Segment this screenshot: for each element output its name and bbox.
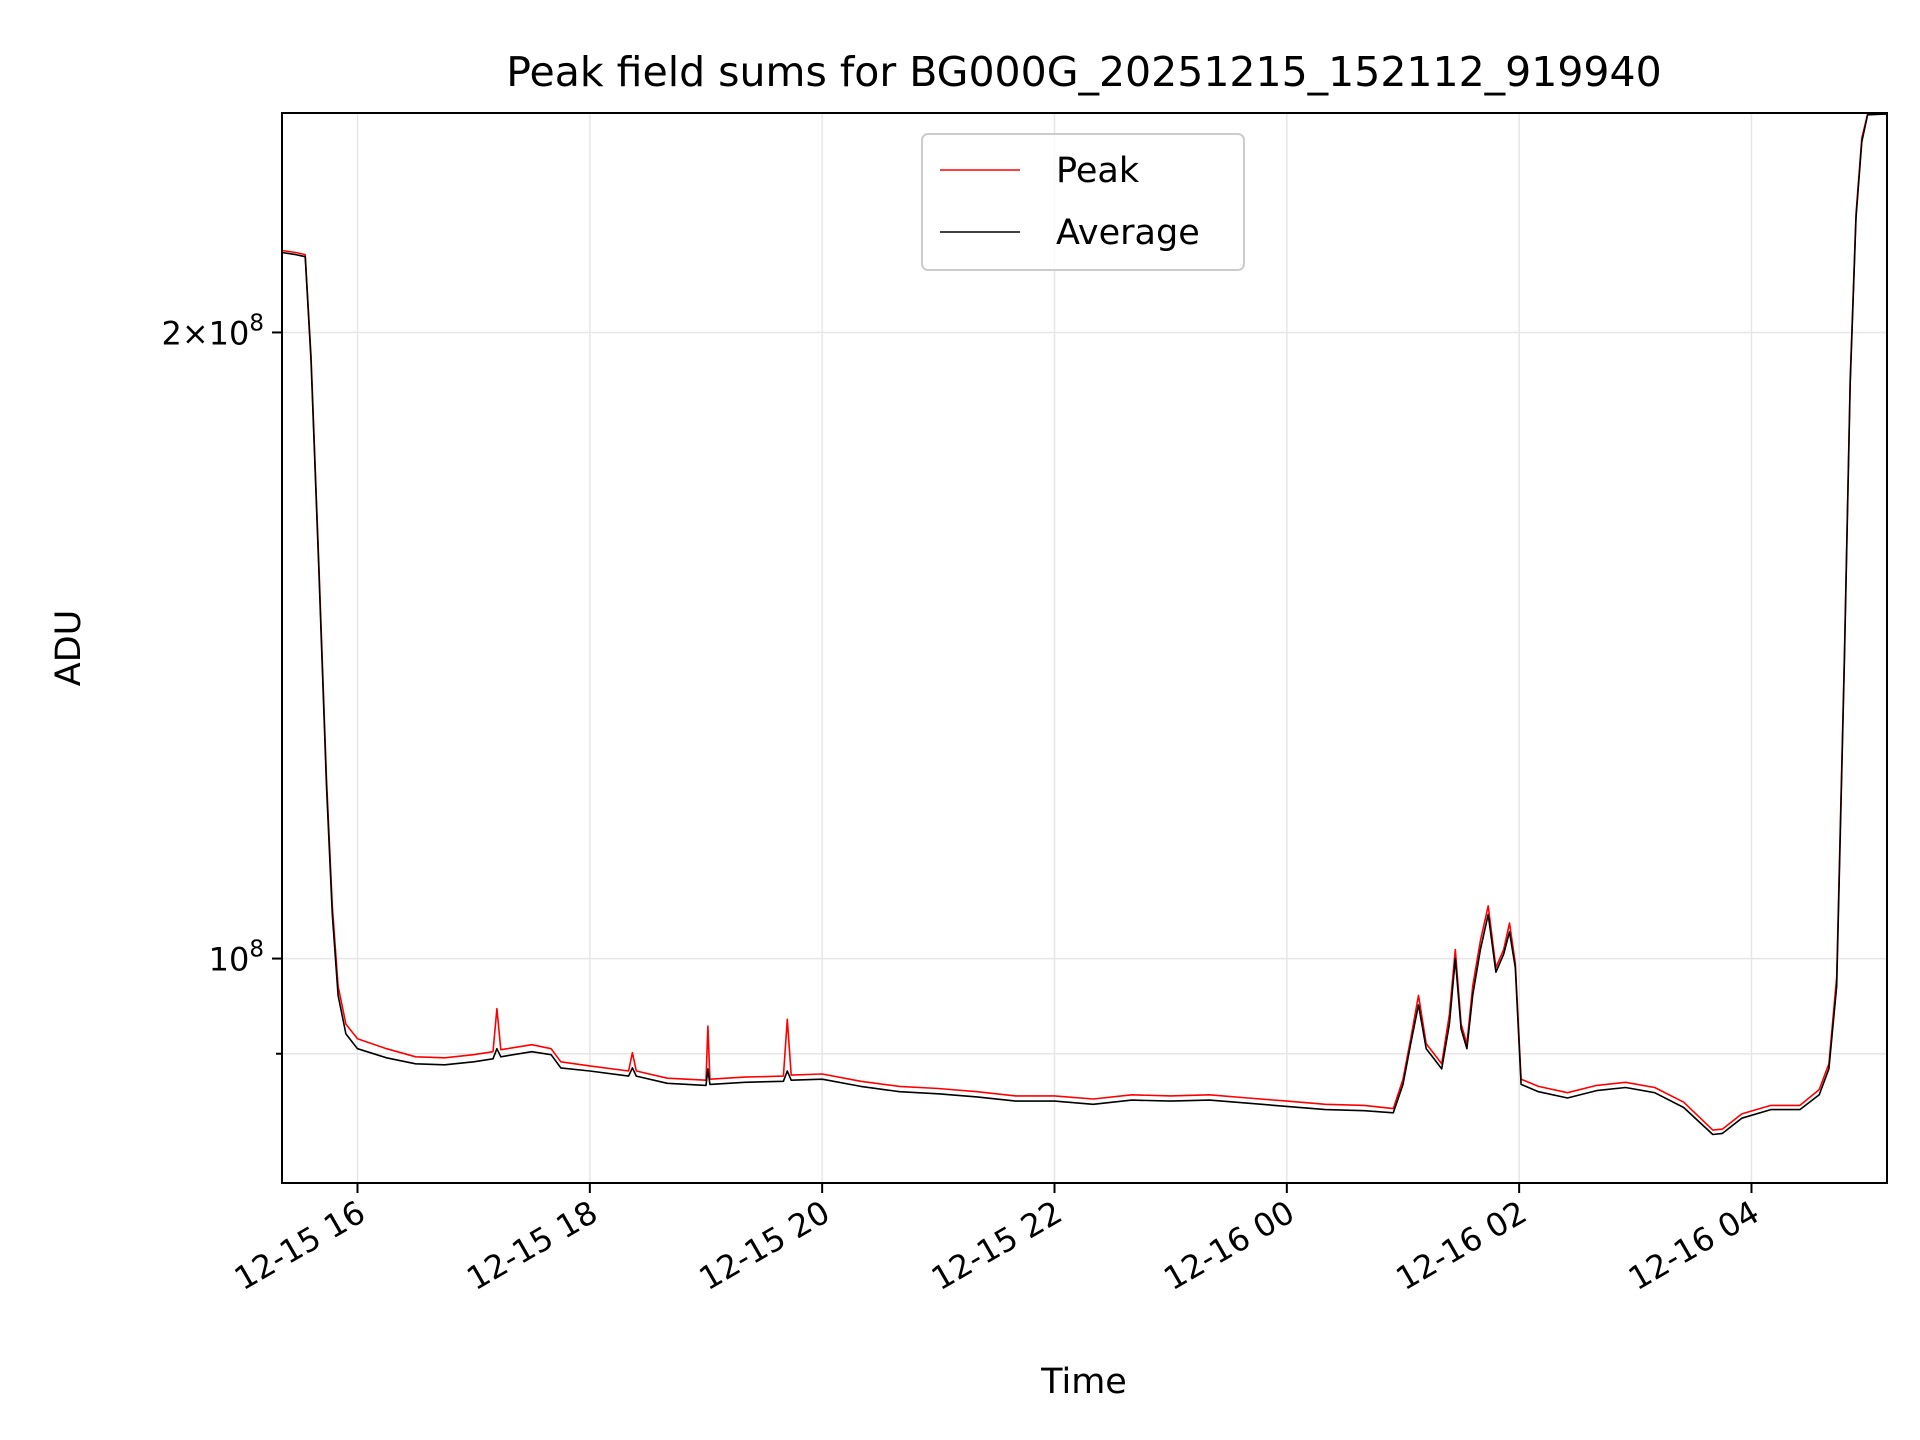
legend-label-peak: Peak — [1056, 151, 1140, 191]
y-tick-label: 2×108 — [161, 310, 264, 352]
y-tick-label: 108 — [209, 937, 264, 979]
chart-title: Peak field sums for BG000G_20251215_1521… — [506, 48, 1661, 96]
series-line-peak — [281, 113, 1887, 1131]
series-line-average — [281, 113, 1888, 1136]
legend: Peak Average — [921, 133, 1245, 271]
legend-label-average: Average — [1056, 213, 1200, 253]
grid — [282, 113, 1887, 1183]
plot-area — [281, 113, 1888, 1136]
x-axis-label: Time — [1040, 1362, 1127, 1402]
y-axis-label: ADU — [49, 610, 89, 687]
axes-frame — [281, 112, 1888, 1184]
legend-box — [921, 133, 1245, 271]
